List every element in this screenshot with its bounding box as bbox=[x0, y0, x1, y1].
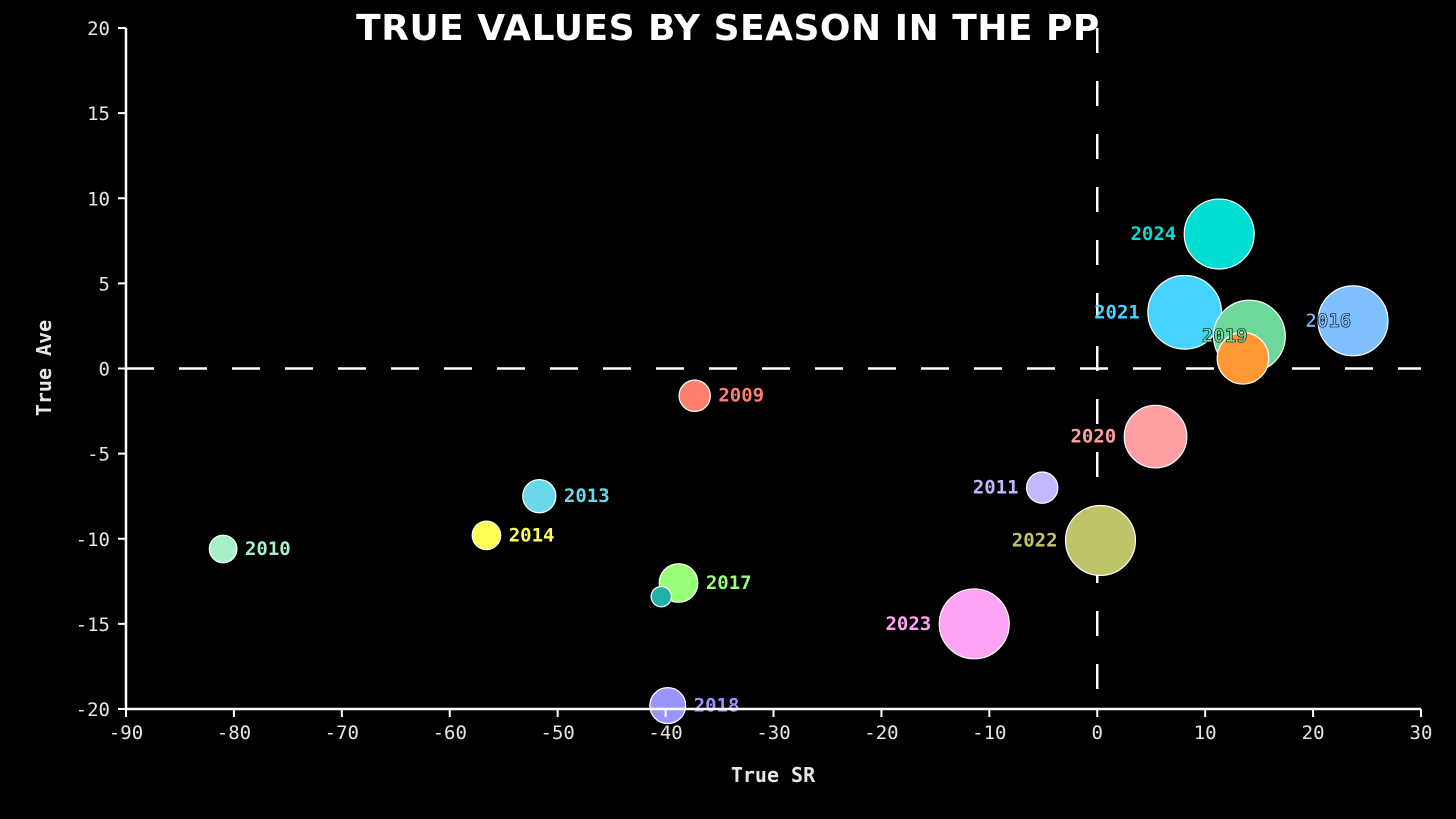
data-points: 2009 2010 2011 2013 2014 2016 2017 2018 2019 2020… bbox=[208, 198, 1389, 725]
point-label-2019: 2019 bbox=[1202, 325, 1248, 347]
point-label-2016: 2016 bbox=[1305, 310, 1351, 332]
x-tick-label: -70 bbox=[325, 722, 359, 744]
point-label-2013: 2013 bbox=[564, 485, 610, 507]
x-tick-label: -40 bbox=[648, 722, 682, 744]
point-label-2021: 2021 bbox=[1094, 301, 1140, 323]
reference-lines bbox=[126, 28, 1421, 689]
data-point-2020 bbox=[1123, 404, 1188, 469]
point-label-2010: 2010 bbox=[245, 538, 291, 560]
chart-title: TRUE VALUES BY SEASON IN THE PP bbox=[356, 8, 1100, 49]
point-label-2020: 2020 bbox=[1070, 426, 1116, 448]
data-point-2009 bbox=[678, 379, 711, 412]
point-label-2022: 2022 bbox=[1012, 529, 1058, 551]
y-tick-label: -5 bbox=[87, 444, 110, 466]
data-point-2016 bbox=[1317, 285, 1389, 357]
x-tick-label: -20 bbox=[864, 722, 898, 744]
x-tick-label: 10 bbox=[1194, 722, 1217, 744]
y-tick-label: 5 bbox=[99, 273, 110, 295]
point-label-2011: 2011 bbox=[973, 477, 1019, 499]
y-tick-label: -20 bbox=[76, 699, 110, 721]
y-tick-label: 15 bbox=[87, 103, 110, 125]
data-point-2024 bbox=[1183, 198, 1255, 270]
data-point bbox=[1216, 331, 1270, 385]
data-point-2022 bbox=[1064, 504, 1137, 577]
data-point-2014 bbox=[471, 520, 502, 551]
data-point-2013 bbox=[522, 479, 557, 514]
y-tick-label: 0 bbox=[99, 359, 110, 381]
x-tick-label: -10 bbox=[972, 722, 1006, 744]
data-point-2021 bbox=[1147, 274, 1223, 350]
point-label-2024: 2024 bbox=[1130, 223, 1176, 245]
point-label-2017: 2017 bbox=[706, 572, 752, 594]
data-point bbox=[650, 585, 672, 608]
data-point-2011 bbox=[1025, 471, 1059, 504]
x-tick-label: 0 bbox=[1092, 722, 1103, 744]
y-tick-label: 20 bbox=[87, 18, 110, 40]
y-tick-label: -10 bbox=[76, 529, 110, 551]
x-tick-label: 30 bbox=[1410, 722, 1433, 744]
y-tick-label: -15 bbox=[76, 614, 110, 636]
point-label-2009: 2009 bbox=[718, 385, 764, 407]
x-tick-label: -80 bbox=[217, 722, 251, 744]
x-tick-label: -30 bbox=[756, 722, 790, 744]
x-tick-label: -50 bbox=[541, 722, 575, 744]
x-tick-label: 20 bbox=[1302, 722, 1325, 744]
point-label-2018: 2018 bbox=[694, 695, 740, 717]
point-label-2023: 2023 bbox=[885, 613, 931, 635]
data-point-2018 bbox=[649, 687, 687, 725]
point-label-2014: 2014 bbox=[509, 524, 555, 546]
x-axis-label: True SR bbox=[731, 763, 816, 787]
axes: -90 -80 -70 -60 -50 -40 -30 -20 -10 0 10 20 30-20-15… bbox=[76, 18, 1433, 744]
y-tick-label: 10 bbox=[87, 188, 110, 210]
data-point-2010 bbox=[208, 534, 238, 564]
y-axis-label: True Ave bbox=[32, 320, 56, 416]
data-point-2023 bbox=[938, 588, 1010, 660]
x-tick-label: -90 bbox=[109, 722, 143, 744]
x-tick-label: -60 bbox=[433, 722, 467, 744]
